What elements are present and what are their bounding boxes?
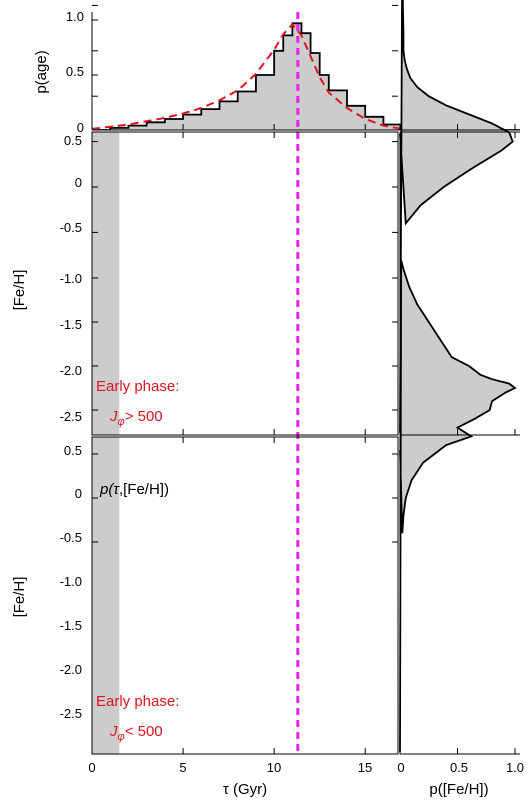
shade-rect-low (92, 437, 120, 754)
shaded-age-region (92, 132, 120, 754)
shade-rect-high (92, 132, 120, 435)
